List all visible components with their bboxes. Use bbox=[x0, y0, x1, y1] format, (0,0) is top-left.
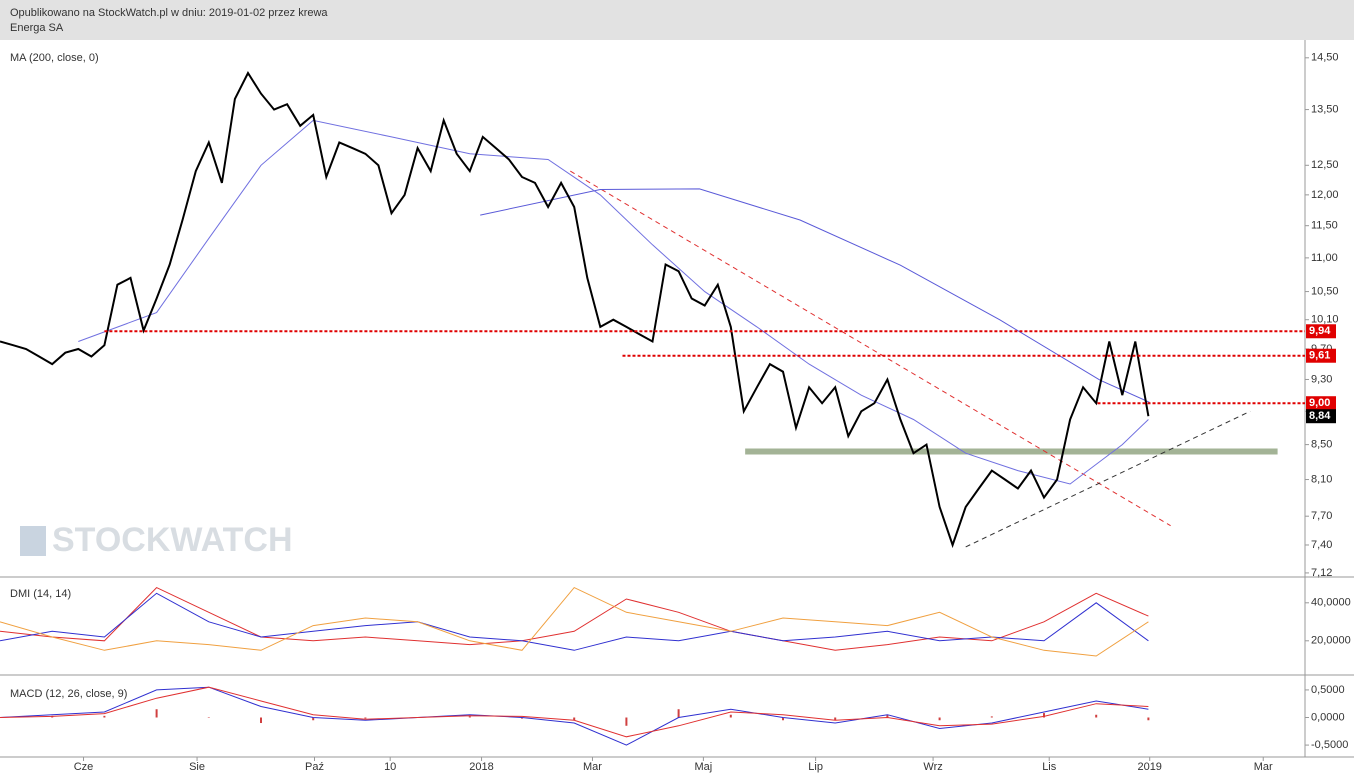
level-label: 9,94 bbox=[1309, 325, 1331, 337]
x-tick-label: Lip bbox=[808, 761, 823, 773]
y-tick-label: 11,00 bbox=[1311, 252, 1338, 264]
last-price-label: 8,84 bbox=[1309, 410, 1331, 422]
series-line bbox=[0, 592, 1149, 651]
histogram-bar bbox=[782, 717, 784, 721]
y-tick-label: 0,5000 bbox=[1311, 684, 1345, 696]
histogram-bar bbox=[1095, 714, 1098, 718]
histogram-bar bbox=[990, 716, 993, 718]
panel-label: MACD (12, 26, close, 9) bbox=[10, 688, 127, 700]
y-tick-label: 13,50 bbox=[1311, 103, 1339, 115]
x-tick-label: Cze bbox=[74, 761, 94, 773]
histogram-bar bbox=[468, 716, 471, 718]
x-tick-label: Mar bbox=[583, 761, 602, 773]
level-label: 9,61 bbox=[1309, 350, 1330, 362]
y-tick-label: 40,0000 bbox=[1311, 597, 1351, 609]
legend-label: MA (200, close, 0) bbox=[10, 52, 99, 64]
x-tick-label: 2019 bbox=[1137, 761, 1161, 773]
histogram-bar bbox=[521, 717, 523, 719]
y-tick-label: 12,00 bbox=[1311, 189, 1339, 201]
histogram-bar bbox=[886, 714, 889, 718]
x-tick-label: Maj bbox=[695, 761, 713, 773]
y-tick-label: 10,50 bbox=[1311, 285, 1339, 297]
x-tick-label: Sie bbox=[189, 761, 205, 773]
level-label-bg bbox=[1306, 348, 1336, 363]
watermark: STOCKWATCH bbox=[52, 521, 293, 559]
histogram-bar bbox=[1147, 717, 1150, 721]
panel-label: DMI (14, 14) bbox=[10, 588, 71, 600]
x-tick-label: 10 bbox=[384, 761, 396, 773]
histogram-bar bbox=[938, 717, 941, 721]
y-tick-label: 20,0000 bbox=[1311, 635, 1351, 647]
y-tick-label: 8,50 bbox=[1311, 439, 1332, 451]
trendline bbox=[570, 170, 1171, 527]
level-label-bg bbox=[1306, 324, 1336, 339]
x-tick-label: Mar bbox=[1254, 761, 1273, 773]
trendline bbox=[965, 410, 1251, 548]
y-tick-label: 7,70 bbox=[1311, 510, 1332, 522]
histogram-bar bbox=[834, 717, 837, 721]
y-tick-label: -0,5000 bbox=[1311, 739, 1348, 751]
x-tick-label: Wrz bbox=[923, 761, 942, 773]
y-tick-label: 7,40 bbox=[1311, 539, 1332, 551]
y-tick-label: 10,10 bbox=[1311, 314, 1339, 326]
series-line bbox=[0, 586, 1149, 657]
y-tick-label: 7,12 bbox=[1311, 567, 1332, 579]
histogram-bar bbox=[103, 715, 106, 718]
series-line bbox=[0, 686, 1149, 746]
level-label: 9,00 bbox=[1309, 397, 1330, 409]
header-line: Opublikowano na StockWatch.pl w dniu: 20… bbox=[10, 7, 328, 19]
header-bar bbox=[0, 0, 1354, 40]
histogram-bar bbox=[364, 717, 367, 719]
series-line bbox=[0, 586, 1149, 651]
y-tick-label: 9,30 bbox=[1311, 373, 1332, 385]
watermark-icon bbox=[20, 526, 46, 556]
histogram-bar bbox=[625, 717, 628, 726]
level-label-bg bbox=[1306, 396, 1336, 411]
header-line: Energa SA bbox=[10, 22, 64, 34]
x-tick-label: Paź bbox=[305, 761, 324, 773]
x-tick-label: Lis bbox=[1042, 761, 1057, 773]
y-tick-label: 8,10 bbox=[1311, 473, 1332, 485]
histogram-bar bbox=[677, 709, 680, 718]
histogram-bar bbox=[155, 709, 158, 718]
histogram-bar bbox=[573, 717, 576, 721]
y-tick-label: 12,50 bbox=[1311, 159, 1339, 171]
series-line bbox=[0, 686, 1149, 738]
y-tick-label: 11,50 bbox=[1311, 220, 1338, 232]
x-tick-label: 2018 bbox=[469, 761, 493, 773]
histogram-bar bbox=[1043, 713, 1045, 718]
series-line bbox=[78, 119, 1149, 485]
last-price-bg bbox=[1306, 409, 1336, 424]
histogram-bar bbox=[260, 717, 262, 724]
y-tick-label: 0,0000 bbox=[1311, 711, 1345, 723]
y-tick-label: 14,50 bbox=[1311, 52, 1339, 64]
series-line bbox=[480, 188, 1150, 403]
price-line bbox=[0, 70, 1150, 549]
histogram-bar bbox=[729, 714, 732, 718]
histogram-bar bbox=[312, 717, 315, 721]
histogram-bar bbox=[207, 717, 210, 718]
